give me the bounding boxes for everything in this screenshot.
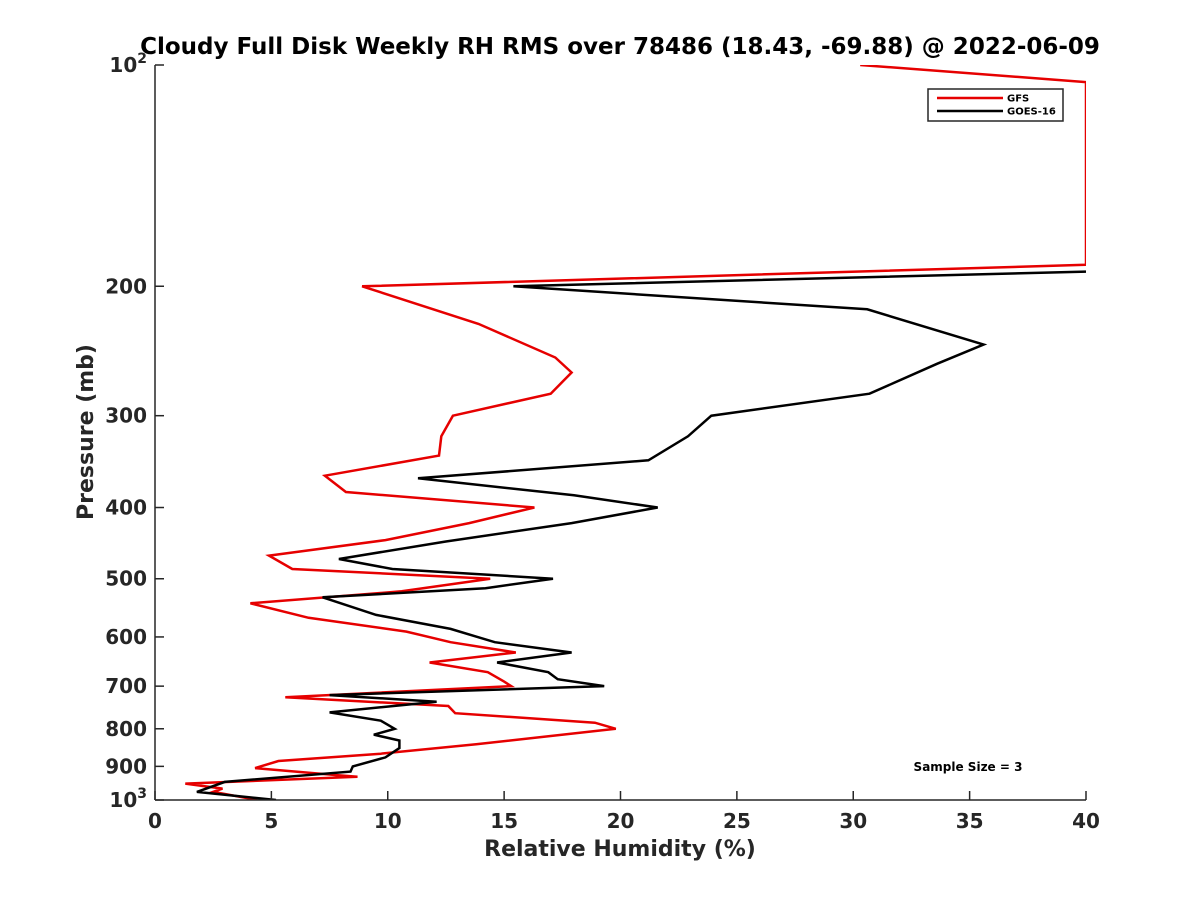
x-tick-label: 0	[148, 809, 162, 833]
y-tick-label: 900	[105, 754, 147, 778]
legend-box	[927, 88, 1064, 122]
series-line-gfs	[185, 65, 1086, 800]
y-tick-label: 103	[109, 786, 147, 812]
y-axis-label: Pressure (mb)	[74, 344, 99, 520]
legend-label-gfs: GFS	[1007, 94, 1029, 105]
y-tick-label: 800	[105, 717, 147, 741]
x-tick-label: 15	[490, 809, 518, 833]
x-tick-label: 40	[1072, 809, 1100, 833]
y-tick-label: 200	[105, 274, 147, 298]
x-ticks: 0 5 10 15 20 25 30 35 40	[148, 791, 1100, 833]
y-tick-label: 300	[105, 404, 147, 428]
plot-area	[155, 65, 1086, 800]
x-tick-label: 5	[264, 809, 278, 833]
series-layer	[185, 65, 1086, 800]
series-line-goes16	[196, 270, 1086, 800]
x-tick-label: 20	[607, 809, 635, 833]
x-axis-label: Relative Humidity (%)	[484, 837, 756, 862]
legend-label-goes16: GOES-16	[1007, 107, 1056, 118]
y-tick-label: 400	[105, 496, 147, 520]
sample-size-annotation: Sample Size = 3	[914, 760, 1023, 774]
x-tick-label: 30	[839, 809, 867, 833]
x-tick-label: 10	[374, 809, 402, 833]
legend: GFS GOES-16	[927, 88, 1064, 122]
chart-title: Cloudy Full Disk Weekly RH RMS over 7848…	[140, 34, 1100, 60]
y-tick-label: 102	[109, 51, 147, 77]
y-tick-label: 500	[105, 567, 147, 591]
y-tick-label: 600	[105, 625, 147, 649]
x-tick-label: 35	[956, 809, 984, 833]
x-tick-label: 25	[723, 809, 751, 833]
y-tick-label: 700	[105, 674, 147, 698]
y-ticks: 102 200 300 400 500 600 700 800 900 103	[105, 51, 164, 812]
